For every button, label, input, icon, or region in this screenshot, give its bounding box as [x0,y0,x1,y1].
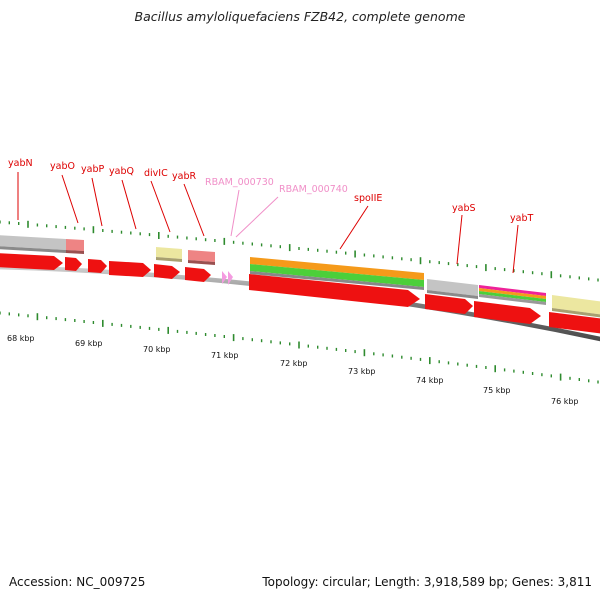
leader-line-yabP [91,177,103,227]
gene-underline-next [552,308,600,318]
gene-label-RBAM_000730[interactable]: RBAM_000730 [205,177,274,188]
upper-tick-row [0,220,599,282]
feature-orange-yabT[interactable] [479,288,546,299]
gene-block-next[interactable] [552,295,600,315]
leader-line-spoIIE [339,205,369,250]
cds-arrow-next[interactable] [549,312,600,334]
genome-summary: Topology: circular; Length: 3,918,589 bp… [262,575,592,589]
gene-labels: yabN yabO yabP yabQ divIC yabR RBAM_0007… [8,158,533,274]
leader-line-yabQ [121,179,137,230]
leader-line-divIC [150,180,171,233]
gene-underline-yabN [0,246,66,253]
cds-arrow-spoIIE[interactable] [249,274,420,307]
gene-label-yabR[interactable]: yabR [172,171,196,182]
leader-line-yabR [183,183,205,237]
gene-block-yabR[interactable] [188,250,215,262]
leader-line-RBAM_000740 [235,196,279,238]
gene-block-yabN[interactable] [0,235,66,250]
gene-underline-divIC [156,257,182,262]
gene-label-RBAM_000740[interactable]: RBAM_000740 [279,184,348,195]
ruler-label-71: 71 kbp [211,351,239,360]
gene-block-divIC[interactable] [156,247,182,259]
feature-magenta-yabT[interactable] [479,285,546,296]
cds-arrow-yabP[interactable] [88,259,107,273]
cds-arrow-yabO[interactable] [65,257,82,271]
ruler-label-72: 72 kbp [280,359,308,368]
cds-arrow-yabQ[interactable] [109,261,151,277]
gene-underline-yabR [188,260,215,265]
ruler-label-76: 76 kbp [551,397,579,406]
rna-arrow-RBAM_000740[interactable] [228,271,233,285]
gene-label-divIC[interactable]: divIC [144,168,168,179]
gene-block-yabS[interactable] [427,279,478,296]
cds-arrow-yabR[interactable] [185,267,211,282]
gene-label-spoIIE[interactable]: spoIIE [354,193,382,204]
gene-label-yabP[interactable]: yabP [81,164,104,175]
ruler-label-69: 69 kbp [75,339,103,348]
gene-label-yabQ[interactable]: yabQ [109,166,134,177]
genome-title: Bacillus amyloliquefaciens FZB42, comple… [134,9,466,24]
rna-arrow-RBAM_000730[interactable] [222,271,227,284]
leader-line-yabT [512,224,519,274]
gene-underline-yabO [66,250,84,254]
feature-green-yabT[interactable] [479,291,546,302]
cds-arrows [0,253,600,334]
feature-underline-yabT [479,294,546,305]
gene-block-yabO[interactable] [66,239,84,251]
feature-orange-spoIIE[interactable] [250,257,424,280]
cds-arrow-yabT[interactable] [474,301,541,324]
gene-label-yabO[interactable]: yabO [50,161,75,172]
ruler-label-75: 75 kbp [483,386,511,395]
feature-underline-spoIIE [250,271,424,290]
ruler-label-70: 70 kbp [143,345,171,354]
gene-label-yabN[interactable]: yabN [8,158,33,169]
gene-label-yabS[interactable]: yabS [452,203,476,214]
gene-blocks [0,235,600,318]
leader-line-RBAM_000730 [230,189,240,237]
leader-line-yabO [61,174,79,224]
cds-arrow-divIC[interactable] [154,264,180,279]
ruler-labels: 68 kbp 69 kbp 70 kbp 71 kbp 72 kbp 73 kb… [7,334,579,406]
ruler-label-73: 73 kbp [348,367,376,376]
accession-text: Accession: NC_009725 [9,575,146,589]
ruler-tick-row [0,311,599,384]
ruler-label-68: 68 kbp [7,334,35,343]
ruler-label-74: 74 kbp [416,376,444,385]
cds-arrow-yabN[interactable] [0,253,63,270]
cds-arrow-yabS[interactable] [425,294,473,314]
feature-green-spoIIE[interactable] [250,264,424,287]
leader-line-yabS [456,214,463,265]
gene-underline-yabS [427,290,478,299]
gene-label-yabT[interactable]: yabT [510,213,533,224]
